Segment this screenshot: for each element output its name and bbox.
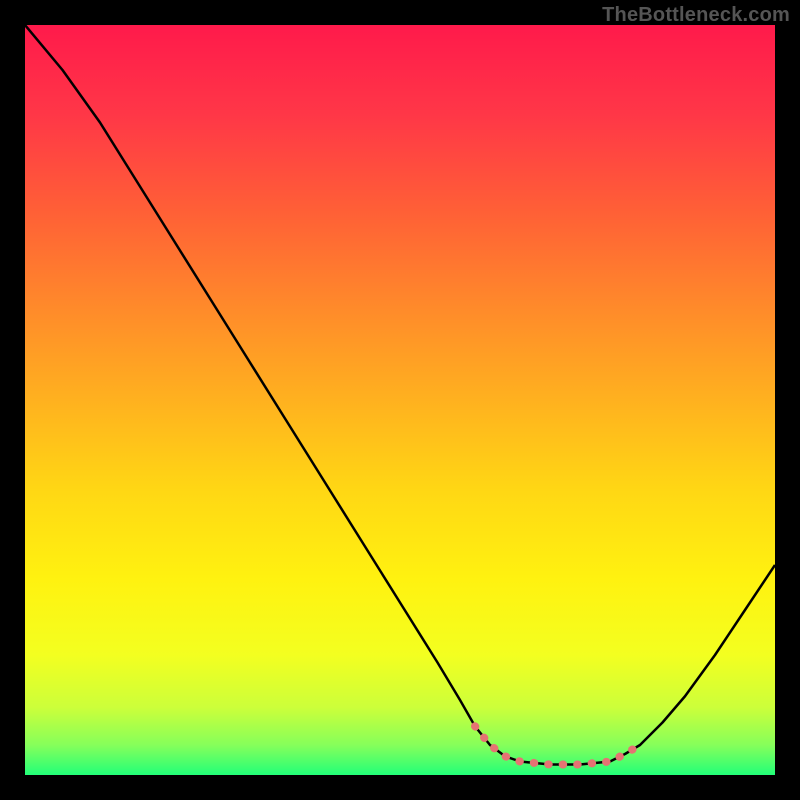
watermark-text: TheBottleneck.com (602, 4, 790, 27)
plot-area (25, 25, 775, 775)
chart-container: TheBottleneck.com (0, 0, 800, 800)
chart-svg (25, 25, 775, 775)
chart-background (25, 25, 775, 775)
